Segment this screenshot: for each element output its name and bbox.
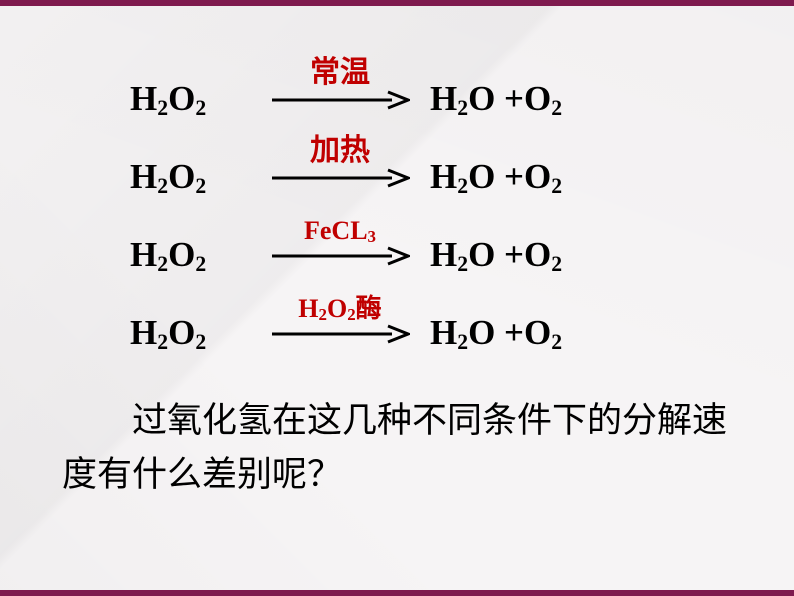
reactant-formula: H2O2 [130,315,250,362]
product-formula: H2O +O2 [430,237,650,284]
bottom-accent-bar [0,590,794,596]
reactant-formula: H2O2 [130,159,250,206]
reactant-formula: H2O2 [130,81,250,128]
equation-row: H2O2 常温 H2O +O2 [130,50,754,128]
product-formula: H2O +O2 [430,315,650,362]
reaction-arrow-icon [270,168,410,188]
reaction-arrow-icon [270,246,410,266]
question-text: 过氧化氢在这几种不同条件下的分解速度有什么差别呢？ [40,394,754,503]
reactant-formula: H2O2 [130,237,250,284]
product-formula: H2O +O2 [430,81,650,128]
slide-content: H2O2 常温 H2O +O2 H2O2 加热 H2O +O2 H2O2 FeCL3 H2O +… [0,0,794,503]
reaction-condition: 加热 [310,136,370,166]
arrow-block: 常温 [250,58,430,128]
arrow-block: H2O2酶 [250,296,430,362]
top-accent-bar [0,0,794,6]
equation-list: H2O2 常温 H2O +O2 H2O2 加热 H2O +O2 H2O2 FeCL3 H2O +… [130,50,754,362]
reaction-arrow-icon [270,324,410,344]
reaction-condition: H2O2酶 [298,296,381,322]
reaction-condition: FeCL3 [304,218,376,244]
arrow-block: FeCL3 [250,218,430,284]
equation-row: H2O2 加热 H2O +O2 [130,128,754,206]
reaction-arrow-icon [270,90,410,110]
arrow-block: 加热 [250,136,430,206]
equation-row: H2O2 H2O2酶 H2O +O2 [130,284,754,362]
product-formula: H2O +O2 [430,159,650,206]
equation-row: H2O2 FeCL3 H2O +O2 [130,206,754,284]
reaction-condition: 常温 [310,58,370,88]
